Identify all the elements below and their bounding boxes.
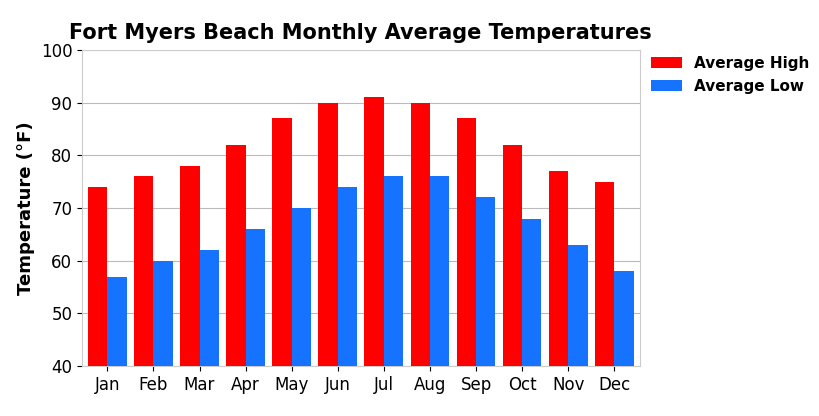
- Bar: [429, 176, 449, 416]
- Bar: [456, 119, 475, 416]
- Bar: [180, 166, 199, 416]
- Bar: [548, 171, 568, 416]
- Legend: Average High, Average Low: Average High, Average Low: [645, 50, 815, 100]
- Bar: [318, 103, 337, 416]
- Bar: [272, 119, 292, 416]
- Bar: [153, 261, 173, 416]
- Bar: [88, 187, 107, 416]
- Bar: [292, 208, 310, 416]
- Bar: [364, 97, 383, 416]
- Bar: [502, 145, 522, 416]
- Bar: [383, 176, 403, 416]
- Bar: [226, 145, 246, 416]
- Bar: [107, 277, 127, 416]
- Bar: [613, 271, 633, 416]
- Bar: [568, 245, 586, 416]
- Bar: [522, 218, 541, 416]
- Y-axis label: Temperature (°F): Temperature (°F): [17, 121, 35, 295]
- Bar: [199, 250, 219, 416]
- Bar: [337, 187, 357, 416]
- Title: Fort Myers Beach Monthly Average Temperatures: Fort Myers Beach Monthly Average Tempera…: [70, 23, 651, 43]
- Bar: [475, 198, 495, 416]
- Bar: [594, 182, 613, 416]
- Bar: [410, 103, 429, 416]
- Bar: [246, 229, 265, 416]
- Bar: [134, 176, 153, 416]
